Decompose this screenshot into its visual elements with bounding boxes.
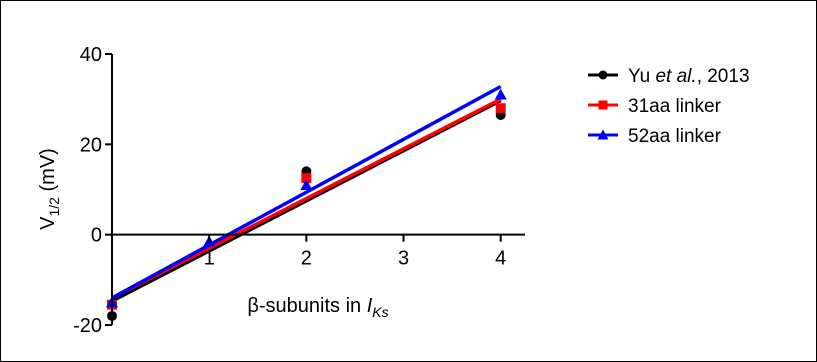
x-tick-label: 1 [204,248,215,270]
legend-label-yu: Yu et al., 2013 [628,66,750,87]
data-markers [106,88,507,321]
data-point [301,173,312,184]
legend-label-31aa: 31aa linker [628,96,722,117]
axes: -20 0 20 40 1 2 3 4 [73,44,525,337]
legend-entry-52aa: 52aa linker [588,126,722,147]
legend-marker-triangle [597,129,609,140]
x-axis-label-italic: I [367,295,373,317]
legend-marker-square [598,100,608,110]
legend-label-52aa: 52aa linker [628,126,722,147]
fit-line [111,84,502,300]
y-axis-label: V1/2 (mV) [37,148,62,230]
legend-entry-31aa: 31aa linker [588,96,722,117]
legend-label-yu-suffix: , 2013 [697,66,750,87]
fit-lines [111,84,502,303]
legend: Yu et al., 2013 31aa linker 52aa linker [588,66,750,147]
fit-line [111,97,502,300]
data-point [494,88,507,100]
x-tick-label: 4 [495,248,506,270]
y-axis-label-base: V [37,216,59,230]
y-axis-label-subscript: 1/2 [46,197,62,217]
x-tick-label: 3 [398,248,409,270]
y-tick-label: -20 [73,315,102,337]
y-tick-label: 40 [80,44,102,66]
y-ticks: -20 0 20 40 [73,44,112,337]
x-axis-label-subscript: Ks [372,304,388,320]
legend-label-yu-prefix: Yu [628,66,655,87]
x-ticks: 1 2 3 4 [204,234,506,270]
x-axis-label: β-subunits in IKs [247,295,388,320]
data-point [300,178,313,190]
y-axis-label-suffix: (mV) [37,148,59,197]
legend-entry-yu: Yu et al., 2013 [588,66,750,87]
data-point [495,103,506,114]
y-tick-label: 20 [80,134,102,156]
x-axis-label-prefix: β-subunits in [247,295,366,317]
legend-marker-circle [598,70,608,80]
y-tick-label: 0 [91,225,102,247]
x-tick-label: 2 [301,248,312,270]
legend-label-yu-italic: et al. [655,66,696,87]
